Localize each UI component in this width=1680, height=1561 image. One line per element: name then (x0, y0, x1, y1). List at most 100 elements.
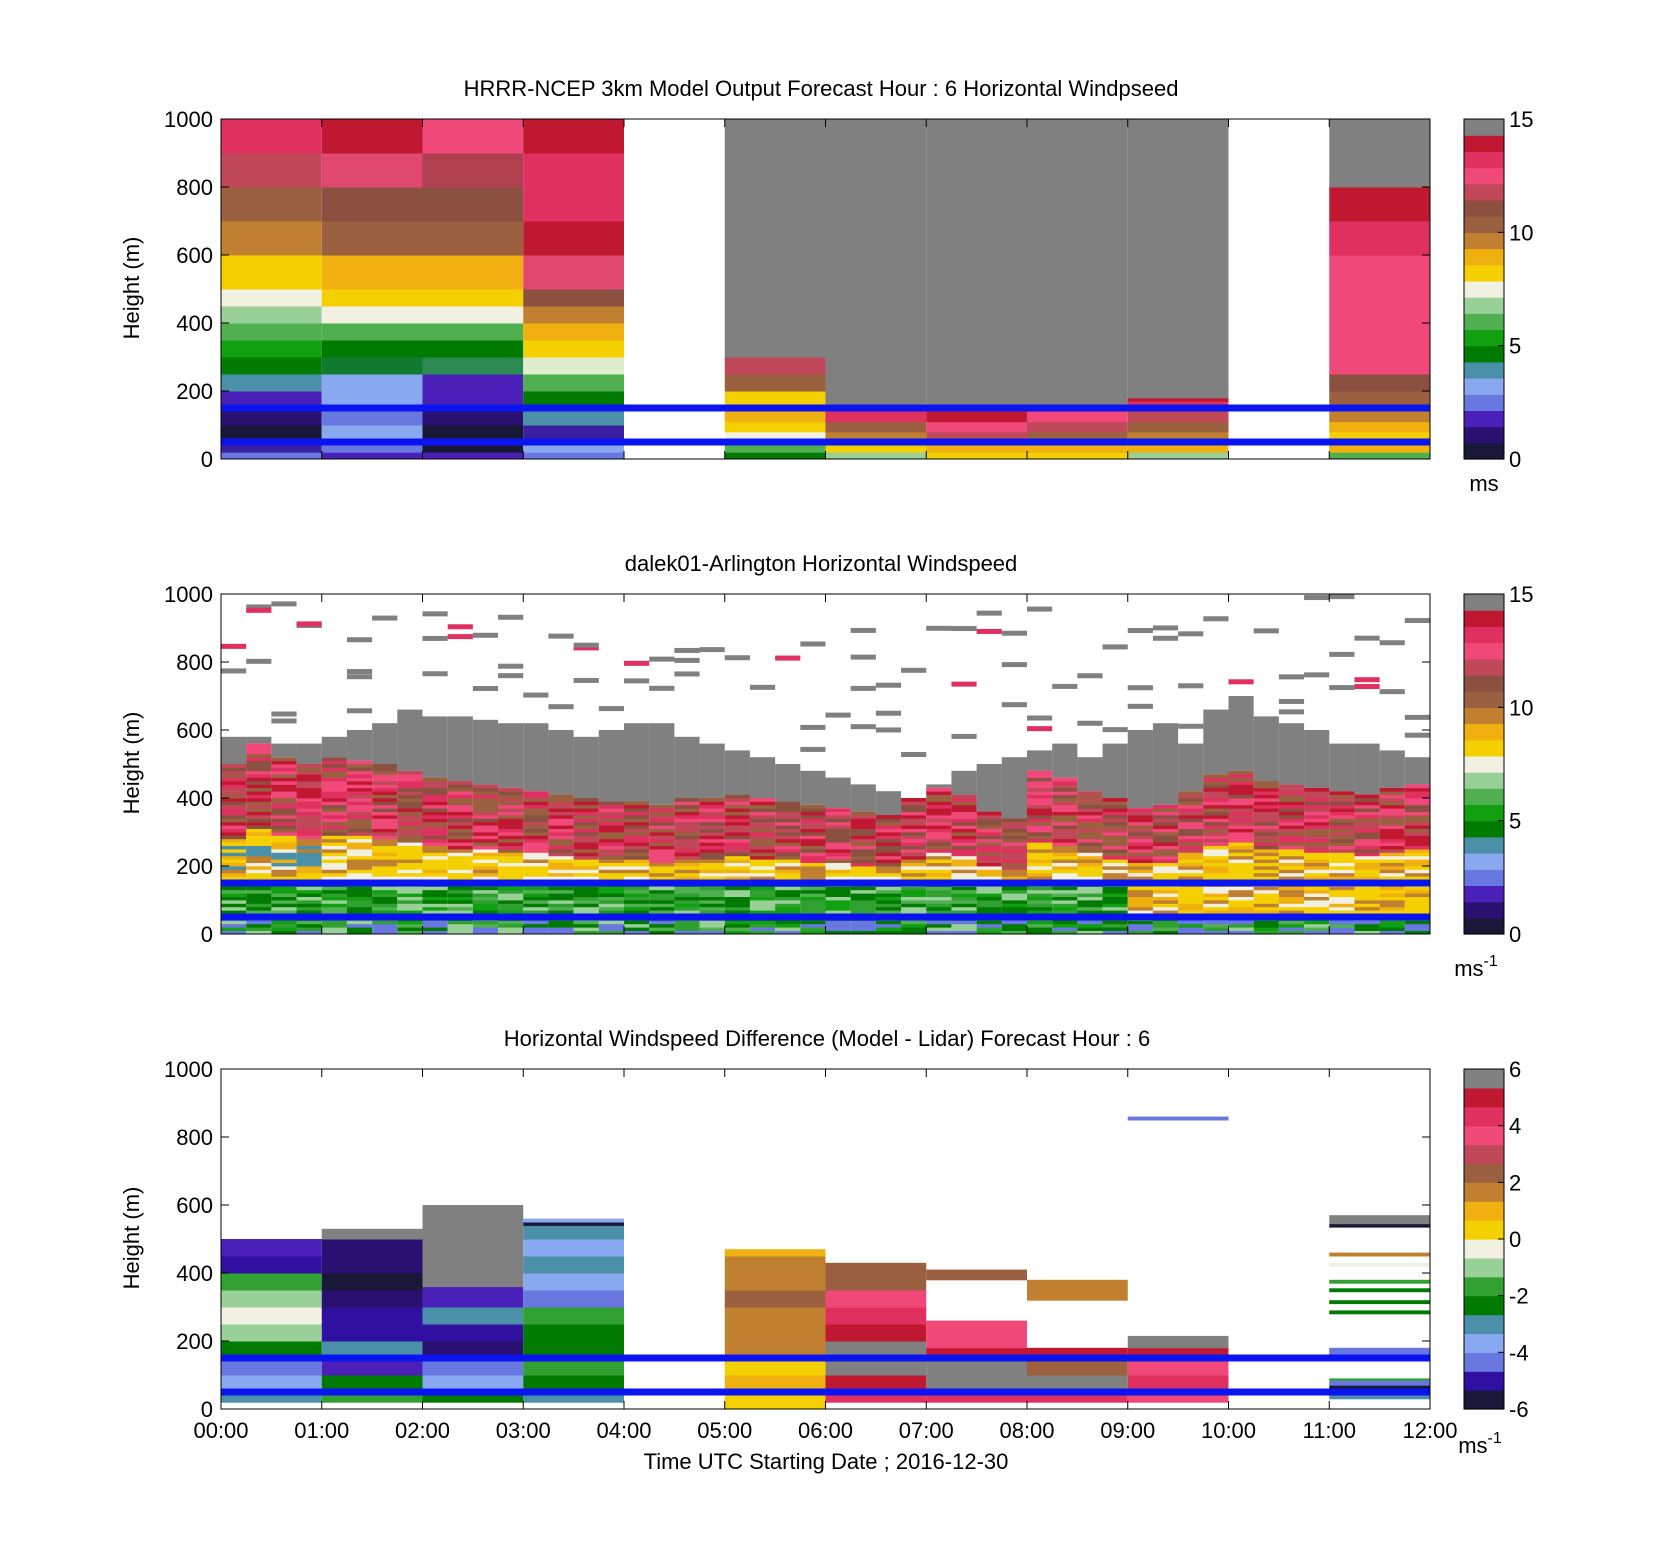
heatmap-cell (523, 425, 624, 443)
heatmap-cell (523, 1239, 624, 1257)
heatmap-cell (271, 828, 297, 833)
heatmap-cell (321, 791, 347, 795)
heatmap-cell (825, 1290, 927, 1308)
heatmap-cell (498, 794, 524, 799)
heatmap-cell (246, 923, 272, 928)
heatmap-cell (246, 838, 272, 843)
colorbar-swatch (1464, 345, 1504, 363)
colorbar-tick-label: 10 (1509, 220, 1533, 245)
heatmap-cell (1329, 910, 1355, 914)
heatmap-cell (1127, 821, 1153, 826)
heatmap-cell (1127, 869, 1153, 874)
heatmap-cell (1329, 1215, 1430, 1225)
heatmap-cell (296, 832, 322, 836)
heatmap-cell (649, 855, 675, 860)
heatmap-cell (1027, 770, 1053, 775)
heatmap-cell (321, 221, 423, 256)
heatmap-cell (1203, 787, 1229, 792)
heatmap-cell (674, 811, 700, 816)
heatmap-cell (749, 855, 776, 860)
heatmap-cell (1278, 825, 1305, 829)
heatmap-cell (1152, 930, 1179, 935)
heatmap-cell (699, 855, 725, 860)
heatmap-cell (498, 900, 524, 904)
heatmap-cell (523, 255, 624, 290)
heatmap-cell (976, 849, 1002, 853)
heatmap-cell (724, 889, 750, 894)
heatmap-cell (976, 628, 1002, 634)
heatmap-cell (976, 886, 1002, 891)
heatmap-cell (523, 842, 549, 846)
heatmap-cell (1329, 900, 1355, 904)
heatmap-cell (346, 838, 373, 843)
heatmap-cell (775, 866, 801, 870)
heatmap-cell (346, 828, 373, 833)
heatmap-cell (1077, 872, 1103, 877)
heatmap-cell (548, 811, 574, 816)
heatmap-cell (246, 767, 272, 772)
heatmap-cell (271, 798, 297, 802)
heatmap-cell (271, 876, 297, 880)
heatmap-cell (221, 255, 322, 290)
colorbar-unit: ms-1 (1458, 1430, 1502, 1458)
heatmap-cell (674, 828, 700, 833)
heatmap-cell (749, 886, 776, 891)
heatmap-cell (1253, 716, 1279, 781)
colorbar-swatch (1464, 1314, 1504, 1335)
heatmap-cell (1329, 794, 1355, 799)
heatmap-cell (1102, 906, 1128, 911)
x-tick-label: 12:00 (1402, 1418, 1457, 1443)
heatmap-cell (1152, 811, 1179, 816)
heatmap-cell (346, 866, 373, 870)
heatmap-cell (1152, 849, 1179, 853)
heatmap-cell (749, 852, 776, 857)
heatmap-cell (775, 828, 801, 833)
heatmap-cell (1354, 927, 1380, 931)
heatmap-cell (926, 818, 952, 823)
heatmap-cell (598, 859, 624, 863)
heatmap-cell (573, 808, 599, 812)
heatmap-cell (1304, 849, 1330, 853)
heatmap-cell (800, 821, 826, 826)
heatmap-cell (1228, 811, 1254, 816)
heatmap-cell (573, 842, 599, 846)
heatmap-cell (598, 927, 624, 931)
heatmap-cell (1228, 896, 1254, 901)
heatmap-cell (749, 811, 776, 816)
heatmap-cell (649, 862, 675, 867)
heatmap-cell (523, 852, 549, 857)
heatmap-cell (1102, 920, 1128, 925)
heatmap-cell (447, 876, 473, 880)
heatmap-cell (1253, 852, 1279, 857)
heatmap-cell (775, 906, 801, 911)
heatmap-cell (775, 845, 801, 850)
heatmap-cell (1027, 774, 1053, 778)
heatmap-cell (1027, 828, 1053, 833)
heatmap-cell (1001, 821, 1027, 826)
heatmap-cell (624, 930, 650, 935)
heatmap-cell (724, 452, 826, 460)
heatmap-cell (649, 923, 675, 928)
heatmap-cell (1329, 852, 1355, 857)
heatmap-cell (901, 798, 927, 802)
heatmap-cell (397, 910, 423, 914)
heatmap-cell (1278, 798, 1305, 802)
panel-difference-ylabel: Height (m) (119, 1187, 144, 1290)
y-tick-label: 600 (176, 243, 213, 268)
heatmap-cell (221, 855, 247, 860)
heatmap-cell (875, 825, 902, 829)
heatmap-cell (926, 855, 952, 860)
heatmap-cell (951, 893, 977, 897)
heatmap-cell (1052, 787, 1078, 792)
heatmap-cell (825, 855, 851, 860)
heatmap-cell (221, 1307, 322, 1325)
heatmap-cell (800, 852, 826, 857)
heatmap-cell (850, 845, 876, 850)
heatmap-cell (447, 930, 473, 935)
heatmap-cell (1379, 876, 1405, 880)
heatmap-cell (1027, 777, 1053, 782)
heatmap-cell (447, 852, 473, 857)
heatmap-cell (850, 903, 876, 908)
heatmap-cell (246, 757, 272, 761)
